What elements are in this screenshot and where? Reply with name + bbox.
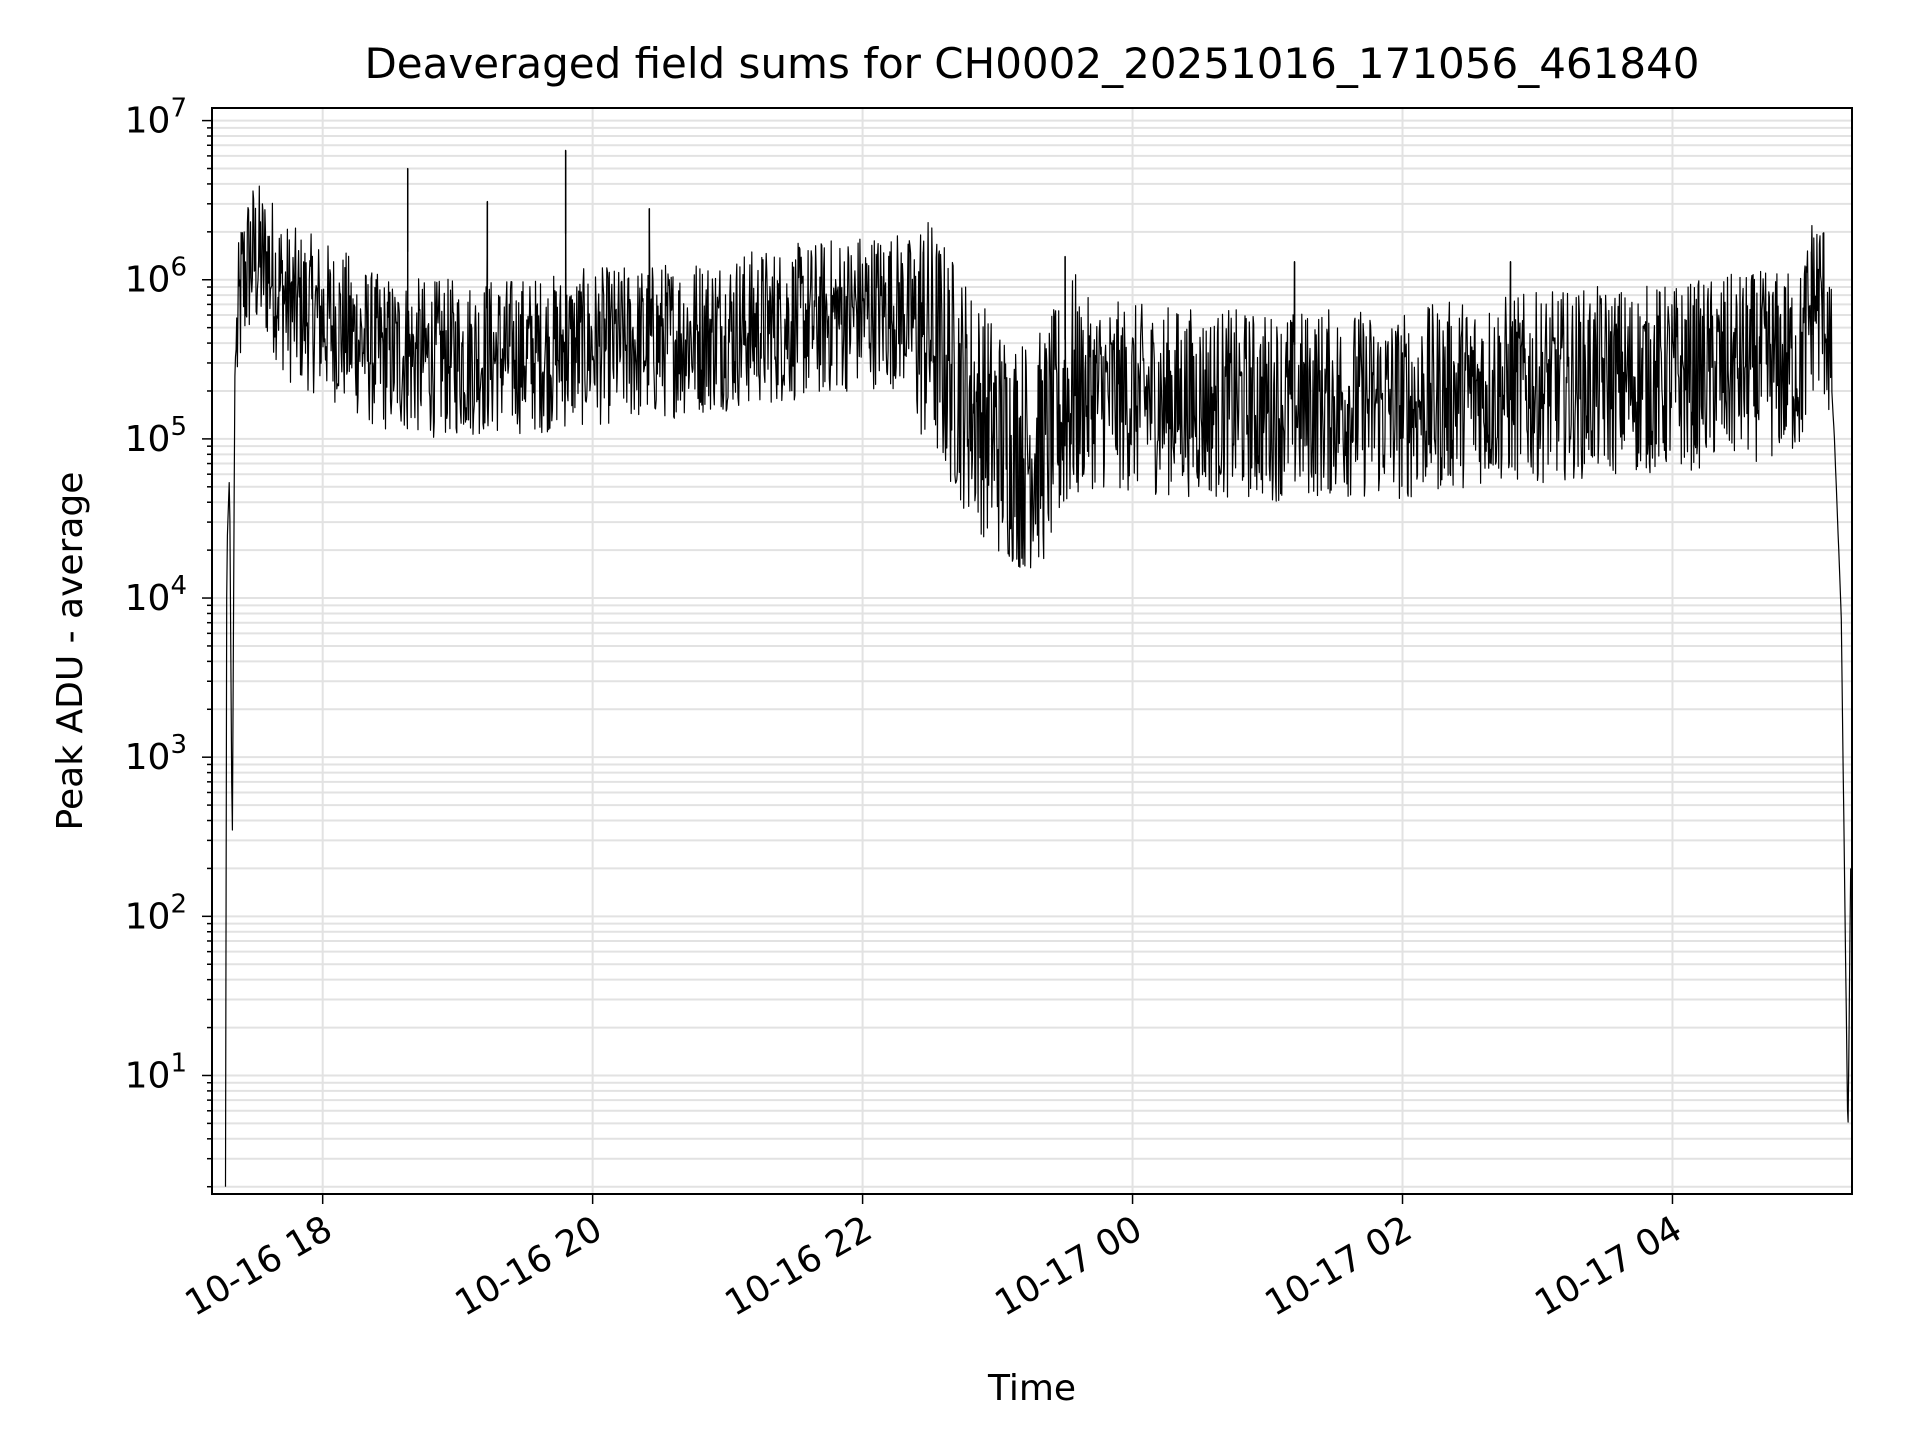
y-axis: 101 102 103 104 105 106 107 <box>125 94 212 1188</box>
chart-title: Deaveraged field sums for CH0002_2025101… <box>364 39 1699 88</box>
series-layer <box>224 149 1852 1187</box>
y-tick-label: 104 <box>125 571 187 619</box>
plot-frame <box>211 107 1853 1195</box>
x-tick-label: 10-16 22 <box>718 1208 879 1324</box>
grid <box>212 108 1852 1194</box>
y-tick-label: 107 <box>125 94 187 142</box>
x-axis: 10-16 18 10-16 20 10-16 22 10-17 00 10-17 02… <box>179 1194 1689 1325</box>
x-tick-label: 10-17 04 <box>1528 1208 1689 1324</box>
x-tick-label: 10-17 02 <box>1258 1208 1419 1324</box>
x-tick-label: 10-16 20 <box>448 1208 609 1324</box>
y-tick-label: 101 <box>125 1048 187 1096</box>
y-tick-label: 103 <box>125 730 187 778</box>
y-tick-label: 105 <box>125 412 187 460</box>
y-tick-label: 102 <box>125 889 187 937</box>
series-line <box>224 149 1852 1187</box>
x-axis-label: Time <box>987 1368 1076 1409</box>
x-tick-label: 10-17 00 <box>988 1208 1149 1324</box>
y-axis-label: Peak ADU - average <box>50 472 91 831</box>
y-tick-label: 106 <box>125 253 187 301</box>
x-tick-label: 10-16 18 <box>179 1208 340 1324</box>
